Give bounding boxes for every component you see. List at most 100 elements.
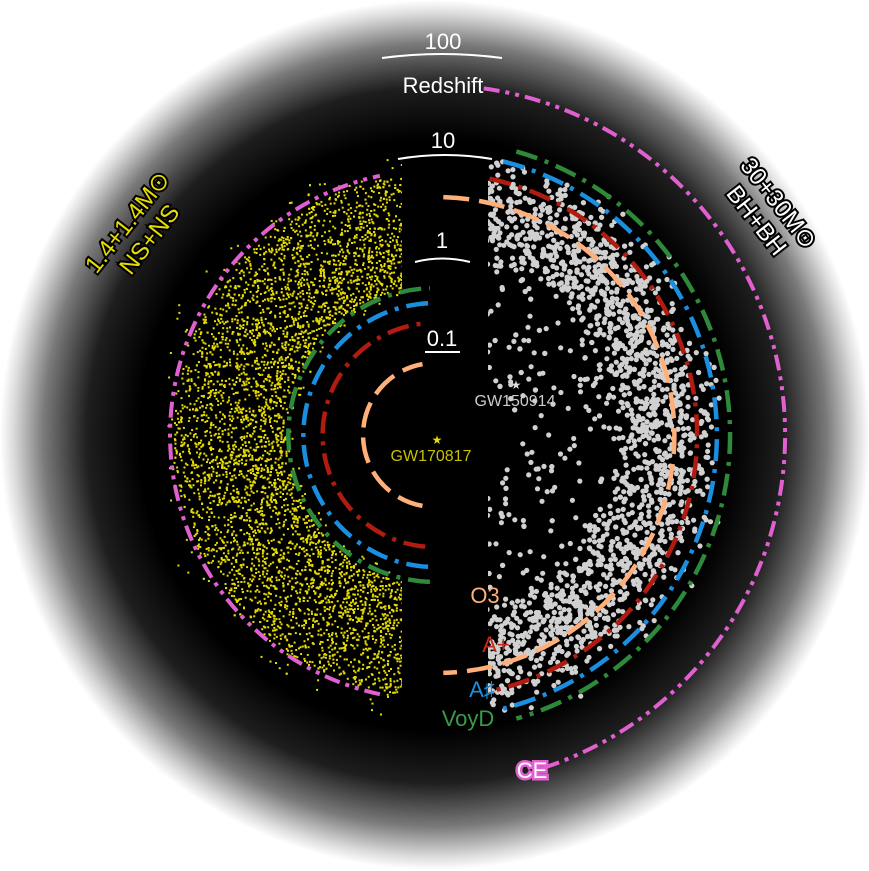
bns-point: [186, 444, 189, 447]
bns-point: [176, 471, 179, 474]
bns-point: [248, 494, 251, 497]
bns-point: [269, 474, 272, 477]
bns-point: [355, 186, 358, 189]
bns-point: [317, 633, 320, 636]
bns-point: [254, 414, 257, 417]
bns-point: [192, 464, 195, 467]
bns-point: [246, 323, 249, 326]
bns-point: [394, 596, 397, 599]
bns-point: [298, 552, 301, 555]
bns-point: [353, 636, 356, 639]
bns-point: [263, 558, 266, 560]
bns-point: [292, 615, 294, 618]
bns-point: [189, 432, 192, 435]
bns-point: [399, 664, 402, 667]
bns-point: [333, 669, 335, 672]
bns-point: [233, 427, 235, 430]
bns-point: [361, 615, 364, 618]
bns-point: [366, 583, 369, 586]
bns-point: [249, 615, 252, 618]
bns-point: [229, 285, 232, 288]
bns-point: [258, 268, 261, 271]
bns-point: [331, 292, 334, 295]
bns-point: [200, 538, 203, 541]
bns-point: [253, 430, 256, 433]
bns-point: [332, 254, 335, 257]
bns-point: [256, 609, 259, 612]
bns-point: [207, 561, 210, 564]
bns-point: [334, 281, 337, 284]
bns-point: [289, 223, 292, 226]
bns-point: [399, 678, 402, 680]
bns-point: [299, 278, 302, 281]
bns-point: [359, 211, 362, 214]
bns-point: [233, 590, 236, 593]
bns-point: [324, 305, 327, 307]
bns-point: [297, 243, 300, 246]
bns-point: [286, 483, 289, 486]
bns-point: [361, 617, 364, 620]
bns-point: [388, 633, 391, 636]
bns-point: [230, 457, 233, 460]
bns-point: [308, 627, 311, 630]
bns-point: [343, 211, 346, 214]
bns-point: [383, 645, 386, 648]
bns-point: [282, 525, 285, 528]
bns-point: [275, 618, 278, 621]
bns-point: [257, 391, 260, 394]
bns-point: [264, 441, 267, 443]
bns-point: [313, 296, 315, 299]
bns-point: [392, 255, 395, 258]
bns-point: [264, 291, 267, 294]
bns-point: [263, 257, 266, 260]
bns-point: [385, 201, 388, 204]
bns-point: [242, 368, 245, 371]
bns-point: [323, 670, 326, 673]
bns-point: [268, 481, 271, 484]
bns-point: [182, 438, 184, 441]
bns-point: [284, 241, 287, 244]
bns-point: [269, 334, 272, 337]
bns-point: [238, 285, 241, 288]
bns-point: [258, 326, 261, 329]
bns-point: [393, 244, 396, 247]
bns-point: [241, 443, 244, 446]
bns-point: [380, 196, 382, 199]
bns-point: [332, 570, 334, 573]
bns-point: [303, 612, 306, 615]
bns-point: [263, 430, 266, 432]
bns-point: [276, 383, 279, 386]
bns-point: [276, 351, 279, 354]
bns-point: [240, 496, 243, 499]
bns-point: [356, 644, 359, 647]
bns-point: [319, 552, 322, 555]
bns-point: [301, 356, 304, 359]
bns-point: [274, 228, 277, 231]
bns-point: [207, 549, 210, 552]
bns-point: [181, 444, 184, 447]
bns-point: [193, 433, 196, 436]
bns-point: [283, 226, 286, 229]
bns-point: [315, 202, 318, 204]
bns-point: [310, 578, 313, 581]
bns-point: [375, 575, 378, 577]
bns-point: [208, 467, 211, 470]
bns-point: [248, 585, 251, 588]
bns-point: [329, 241, 332, 244]
bns-point: [353, 678, 356, 681]
bns-point: [264, 602, 266, 605]
bns-point: [253, 615, 256, 618]
bns-point: [224, 428, 227, 431]
bns-point: [282, 273, 285, 276]
bns-point: [395, 241, 398, 244]
bns-point: [238, 311, 241, 314]
bns-point: [350, 661, 352, 664]
bns-point: [322, 224, 325, 227]
bns-point: [198, 539, 200, 541]
bns-point: [225, 587, 228, 590]
bns-point: [253, 415, 256, 418]
bns-point: [201, 339, 204, 342]
bns-point: [313, 247, 316, 250]
bns-point: [293, 290, 296, 293]
bns-point: [236, 365, 239, 368]
